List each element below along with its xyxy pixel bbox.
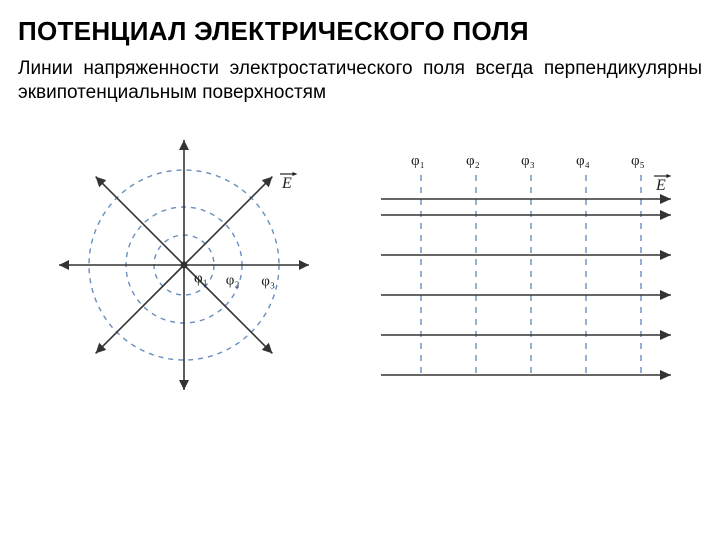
svg-text:φ₂: φ₂: [466, 153, 480, 169]
subtitle-text: Линии напряженности электростатического …: [18, 57, 702, 106]
radial-field-diagram: φ₁ φ₂ φ₃ E: [34, 120, 334, 400]
svg-text:φ₄: φ₄: [576, 153, 590, 169]
svg-text:φ₁: φ₁: [411, 153, 425, 169]
svg-text:φ₂: φ₂: [226, 272, 240, 288]
svg-text:φ₃: φ₃: [521, 153, 535, 169]
svg-text:E: E: [281, 175, 292, 192]
figures-row: φ₁ φ₂ φ₃ E φ₁ φ₂ φ₃ φ₄ φ₅ E: [18, 120, 702, 400]
svg-text:E: E: [655, 177, 666, 194]
page-title: ПОТЕНЦИАЛ ЭЛЕКТРИЧЕСКОГО ПОЛЯ: [18, 16, 702, 47]
uniform-field-diagram: φ₁ φ₂ φ₃ φ₄ φ₅ E: [366, 125, 686, 395]
svg-text:φ₃: φ₃: [261, 273, 275, 289]
svg-text:φ₁: φ₁: [194, 270, 208, 286]
svg-text:φ₅: φ₅: [631, 153, 645, 169]
